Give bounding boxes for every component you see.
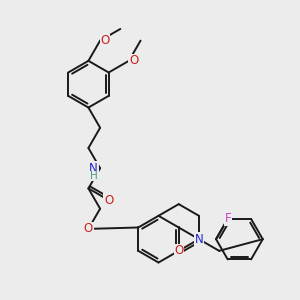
Text: H: H (90, 171, 98, 181)
Text: O: O (84, 222, 93, 236)
Text: N: N (89, 162, 98, 175)
Text: O: O (129, 54, 138, 67)
Text: F: F (224, 212, 231, 225)
Text: N: N (195, 233, 203, 246)
Text: O: O (174, 244, 183, 257)
Text: O: O (104, 194, 113, 207)
Text: O: O (100, 34, 110, 47)
